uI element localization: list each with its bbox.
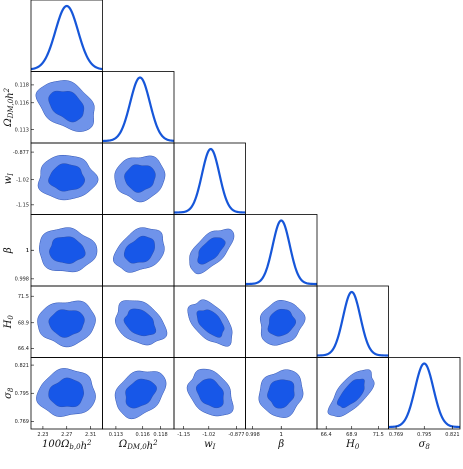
x-tick-label: 68.9 xyxy=(346,432,357,438)
panel-4-4 xyxy=(317,290,389,357)
contour-68-2-1 xyxy=(124,164,156,193)
contour-68-2-0 xyxy=(48,163,85,192)
x-tick-label: 2.27 xyxy=(61,432,72,438)
x-tick-label: 2.31 xyxy=(85,432,96,438)
panel-frame-3-3 xyxy=(245,214,318,287)
panel-3-3 xyxy=(245,219,317,286)
y-tick-label: 68.9 xyxy=(18,321,29,327)
y-axis-label-5: σ8 xyxy=(3,387,15,399)
y-tick-label: 0.998 xyxy=(15,277,29,283)
panel-frame-0-0 xyxy=(30,0,103,72)
panels-layer xyxy=(30,0,461,430)
x-tick-label: 2.23 xyxy=(37,432,48,438)
x-tick-label: 66.4 xyxy=(321,432,332,438)
axis-label-layer: 100Ωb,0h2 ΩDM,0h2 wI β H0 σ8 ΩDM,0h2 wI β H0 σ8 xyxy=(3,87,430,452)
x-axis-label-3: β xyxy=(277,439,284,450)
y-tick-label: 1 xyxy=(26,248,29,254)
y-tick-label: -0.877 xyxy=(13,150,29,156)
panel-2-1 xyxy=(114,155,166,203)
panel-4-0 xyxy=(37,300,96,348)
x-axis-label-5: σ8 xyxy=(419,439,431,451)
x-tick-label: 0.998 xyxy=(245,432,259,438)
panel-frame-1-1 xyxy=(102,71,175,144)
panel-3-0 xyxy=(39,227,98,273)
contour-68-4-2 xyxy=(196,309,225,338)
x-tick-label: 0.795 xyxy=(417,432,431,438)
contour-68-5-1 xyxy=(125,378,157,409)
panel-3-2 xyxy=(189,228,235,275)
y-tick-label: 0.113 xyxy=(15,127,29,133)
marginal-curve-1 xyxy=(102,76,174,143)
x-tick-label: -0.877 xyxy=(228,432,244,438)
y-tick-label: 71.5 xyxy=(18,294,29,300)
y-tick-label: 0.769 xyxy=(15,419,29,425)
panel-2-2 xyxy=(174,147,246,214)
y-axis-label-4: H0 xyxy=(3,315,15,330)
y-tick-label: -1.15 xyxy=(16,203,29,209)
x-tick-label: 0.116 xyxy=(136,432,150,438)
x-tick-label: 71.5 xyxy=(373,432,384,438)
panel-0-0 xyxy=(31,4,103,71)
panel-4-3 xyxy=(259,300,306,346)
panel-4-1 xyxy=(115,300,168,346)
contour-68-4-0 xyxy=(48,309,85,338)
tick-layer: 0.1130.1160.118-1.15-1.02-0.8770.9981166… xyxy=(13,83,460,438)
y-tick-label: -1.02 xyxy=(16,178,29,184)
panel-5-0 xyxy=(36,368,96,417)
contour-68-3-0 xyxy=(49,236,86,264)
panel-5-4 xyxy=(327,369,375,418)
y-axis-label-2: wI xyxy=(3,173,15,185)
y-tick-label: 0.795 xyxy=(15,391,29,397)
marginal-curve-2 xyxy=(174,147,246,214)
contour-68-3-2 xyxy=(197,237,226,265)
x-tick-label: -1.02 xyxy=(202,432,215,438)
contour-68-5-4 xyxy=(336,378,365,409)
y-tick-label: 0.116 xyxy=(15,101,29,107)
panel-1-0 xyxy=(35,80,95,132)
panel-frame-2-2 xyxy=(173,142,246,215)
y-tick-label: 66.4 xyxy=(18,346,29,352)
x-axis-label-0: 100Ωb,0h2 xyxy=(42,439,92,452)
x-tick-label: -1.15 xyxy=(177,432,190,438)
panel-4-2 xyxy=(187,299,233,347)
marginal-curve-0 xyxy=(31,4,103,71)
x-axis-label-4: H0 xyxy=(345,439,360,451)
contour-68-5-0 xyxy=(48,377,84,408)
panel-5-2 xyxy=(186,368,234,417)
y-tick-label: 1 xyxy=(26,248,29,254)
contour-68-3-1 xyxy=(123,235,155,264)
y-tick-label: 0.821 xyxy=(15,363,29,369)
x-tick-label: 0.113 xyxy=(109,432,123,438)
x-tick-label: 0.769 xyxy=(389,432,403,438)
x-tick-label: 0.118 xyxy=(153,432,167,438)
y-axis-label-3: β xyxy=(3,247,14,254)
marginal-curve-4 xyxy=(317,290,389,357)
x-tick-label: 0.821 xyxy=(445,432,459,438)
x-axis-label-1: ΩDM,0h2 xyxy=(118,439,158,452)
marginal-curve-3 xyxy=(245,219,317,286)
panel-3-1 xyxy=(112,227,165,273)
x-tick-label: 1 xyxy=(280,432,283,438)
panel-2-0 xyxy=(37,154,99,201)
panel-5-3 xyxy=(258,369,304,418)
contour-68-5-3 xyxy=(267,379,295,409)
x-tick-label: 1 xyxy=(280,432,283,438)
panel-5-5 xyxy=(388,362,460,429)
contour-68-5-2 xyxy=(195,378,224,409)
contour-68-1-0 xyxy=(48,90,85,123)
panel-frame-4-4 xyxy=(316,285,389,358)
contour-68-4-1 xyxy=(123,308,157,337)
panel-5-1 xyxy=(114,370,167,420)
panel-frame-5-5 xyxy=(388,357,461,430)
y-tick-label: 0.118 xyxy=(15,83,29,89)
panel-1-1 xyxy=(102,76,174,143)
x-axis-label-2: wI xyxy=(204,439,216,451)
y-axis-label-1: ΩDM,0h2 xyxy=(3,87,16,127)
contour-68-4-3 xyxy=(267,308,297,337)
marginal-curve-5 xyxy=(388,362,460,429)
